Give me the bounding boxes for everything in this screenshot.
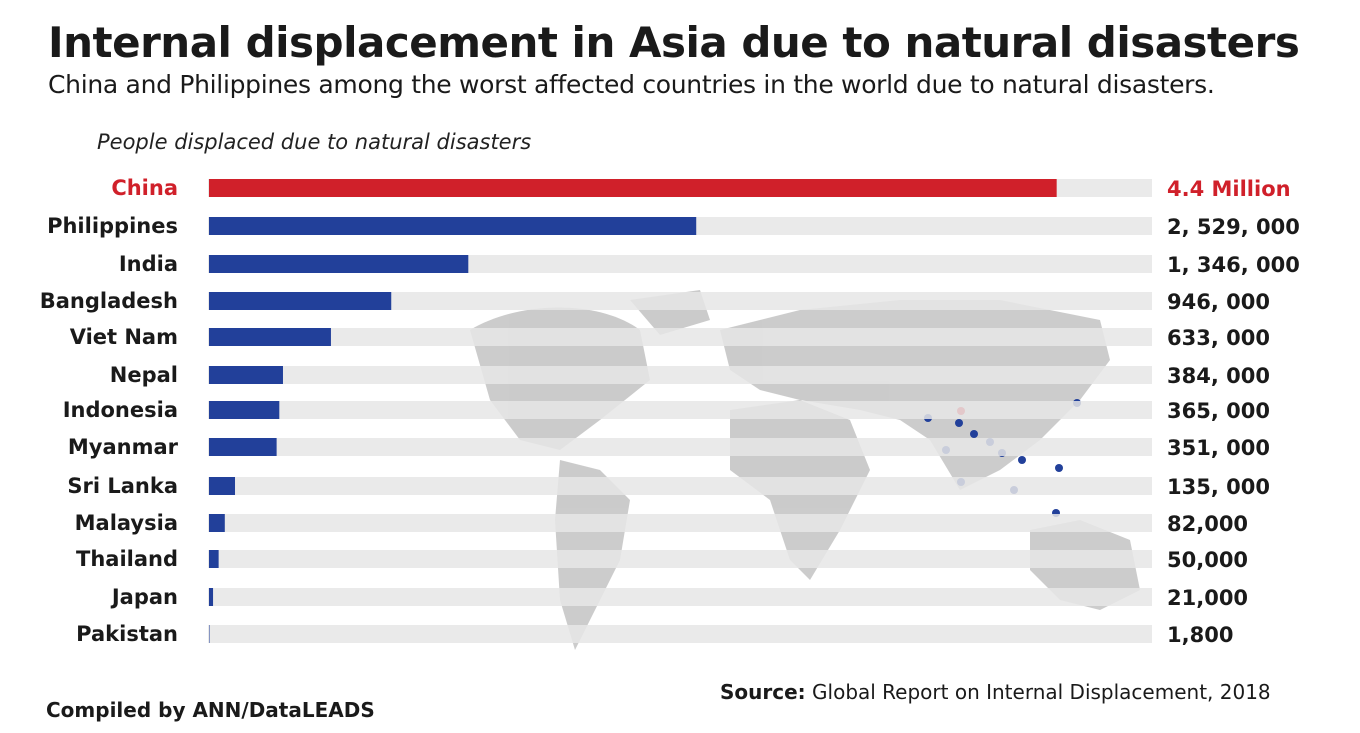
value-label: 365, 000 [1167,399,1270,423]
bar [209,401,280,419]
bar-row: Nepal 384, 000 [110,363,1270,388]
source-note: Source: Global Report on Internal Displa… [720,680,1271,704]
bar-row: China 4.4 Million [111,176,1290,201]
category-label: Nepal [110,363,178,387]
bar [209,625,210,643]
bar-row: Malaysia 82,000 [75,511,1248,536]
bar-track [208,477,1152,495]
bar-track [208,588,1152,606]
axis-caption: People displaced due to natural disaster… [97,130,532,154]
chart-title: Internal displacement in Asia due to nat… [48,18,1300,67]
value-label: 633, 000 [1167,326,1270,350]
category-label: Indonesia [63,398,178,422]
value-label: 351, 000 [1167,436,1270,460]
category-label: Myanmar [68,435,179,459]
bar-track [208,550,1152,568]
category-label: Malaysia [75,511,178,535]
value-label: 946, 000 [1167,290,1270,314]
bar-row: Pakistan 1,800 [76,622,1233,647]
value-label: 2, 529, 000 [1167,215,1300,239]
bar [209,328,331,346]
category-label: Thailand [76,547,178,571]
category-label: Japan [110,585,178,609]
bar-row: Indonesia 365, 000 [63,398,1270,423]
bar [209,588,214,606]
source-label: Source: [720,680,806,704]
value-label: 1, 346, 000 [1167,253,1300,277]
map-marker [1018,456,1026,464]
bar [209,366,283,384]
category-label: Viet Nam [70,325,178,349]
bar-track [208,401,1152,419]
category-label: China [111,176,178,200]
chart-subtitle: China and Philippines among the worst af… [48,70,1215,99]
category-label: Pakistan [76,622,178,646]
category-label: Bangladesh [40,289,178,313]
bar [209,477,236,495]
bar-row: Viet Nam 633, 000 [70,325,1270,350]
bar-row: Sri Lanka 135, 000 [67,474,1270,499]
credit: Compiled by ANN/DataLEADS [46,698,375,722]
value-label: 384, 000 [1167,364,1270,388]
bar [209,438,277,456]
bar [209,255,469,273]
bar-track [208,366,1152,384]
value-label: 21,000 [1167,586,1248,610]
bar [209,514,225,532]
value-label: 4.4 Million [1167,177,1291,201]
value-label: 82,000 [1167,512,1248,536]
source-text: Global Report on Internal Displacement, … [805,680,1271,704]
map-marker [955,419,963,427]
bar-row: Philippines 2, 529, 000 [47,214,1300,239]
bar-row: India 1, 346, 000 [119,252,1300,277]
value-label: 135, 000 [1167,475,1270,499]
bar-track [208,292,1152,310]
bar [209,217,697,235]
bar-track [208,328,1152,346]
category-label: Philippines [47,214,178,238]
bar-track [208,514,1152,532]
map-marker [1055,464,1063,472]
value-label: 50,000 [1167,548,1248,572]
bar-track [208,438,1152,456]
map-marker [970,430,978,438]
bar-row: Bangladesh 946, 000 [40,289,1270,314]
bar-row: Myanmar 351, 000 [68,435,1270,460]
bar-row: Thailand 50,000 [76,547,1248,572]
bar-track [208,625,1152,643]
category-label: India [119,252,178,276]
bar [209,179,1057,197]
category-label: Sri Lanka [67,474,178,498]
value-label: 1,800 [1167,623,1233,647]
bar-row: Japan 21,000 [110,585,1248,610]
bar [209,550,219,568]
bar [209,292,392,310]
